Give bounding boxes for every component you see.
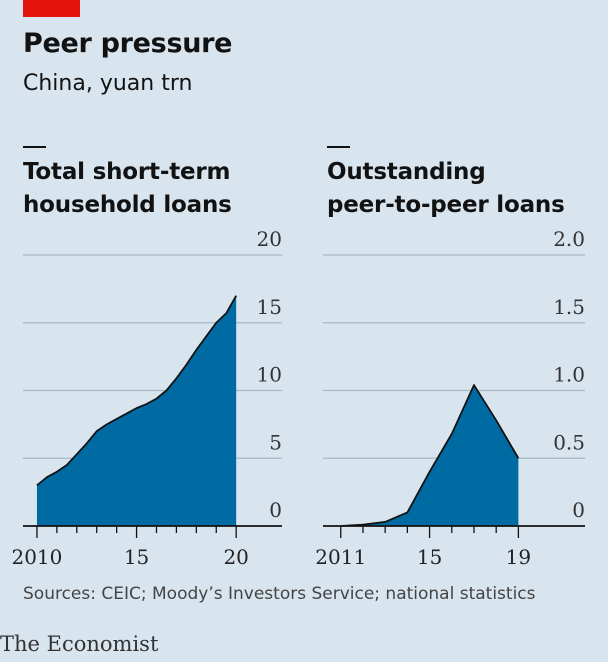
right-xtick-label-2: 19 (506, 545, 531, 569)
left-xtick-label-2: 20 (223, 545, 248, 569)
right-ytick-label-4: 2.0 (553, 227, 585, 251)
right-ytick-label-3: 1.5 (553, 295, 585, 319)
right-ytick-label-0: 0 (572, 498, 585, 522)
left-ytick-label-3: 15 (257, 295, 282, 319)
brand-logo: The Economist (0, 632, 159, 656)
left-xtick-label-0: 2010 (11, 545, 62, 569)
right-xtick-label-1: 15 (417, 545, 442, 569)
chart-subtitle: China, yuan trn (23, 71, 193, 96)
left-xtick-label-1: 15 (124, 545, 149, 569)
right-ytick-label-2: 1.0 (553, 363, 585, 387)
right-panel-title: Outstanding peer-to-peer loans (327, 156, 565, 222)
left-ytick-label-1: 5 (269, 430, 282, 454)
brand-red-tag (23, 0, 80, 17)
left-ytick-label-4: 20 (257, 227, 282, 251)
left-panel-title-line-2: household loans (23, 192, 232, 218)
left-series-line (36, 295, 237, 487)
right-panel-title-line-2: peer-to-peer loans (327, 192, 565, 218)
chart-title: Peer pressure (23, 28, 233, 59)
source-note: Sources: CEIC; Moody’s Investors Service… (23, 584, 536, 604)
left-area (36, 295, 237, 526)
left-panel-title-line-1: Total short-term (23, 159, 231, 185)
right-panel-rule (327, 146, 350, 148)
left-ytick-label-0: 0 (269, 498, 282, 522)
left-ytick-label-2: 10 (257, 363, 282, 387)
right-ytick-label-1: 0.5 (553, 430, 585, 454)
right-area (340, 385, 519, 526)
right-panel-title-line-1: Outstanding (327, 159, 486, 185)
left-panel-rule (23, 146, 46, 148)
left-panel-title: Total short-term household loans (23, 156, 232, 222)
right-series-line (340, 384, 520, 527)
right-xtick-label-0: 2011 (315, 545, 366, 569)
